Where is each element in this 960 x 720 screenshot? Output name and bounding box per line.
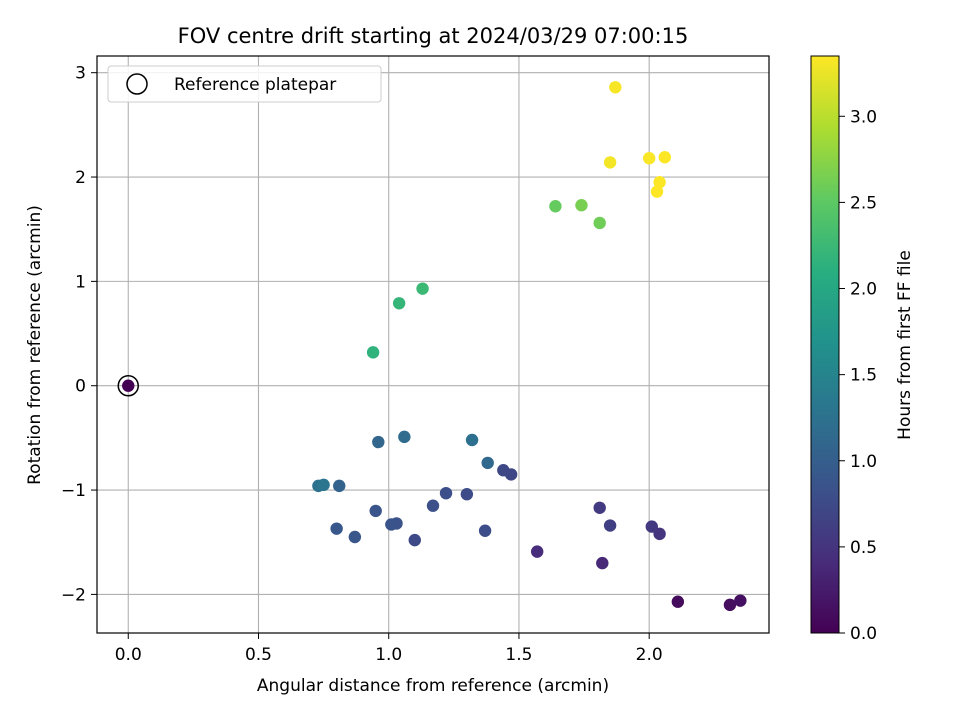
- legend: Reference platepar: [107, 65, 382, 103]
- x-tick-label: 0.5: [245, 645, 272, 665]
- data-point: [122, 379, 135, 392]
- data-point: [609, 81, 622, 94]
- data-point: [333, 479, 346, 493]
- colorbar-tick-label: 2.5: [850, 193, 877, 213]
- y-tick-label: −1: [61, 481, 86, 501]
- data-point: [497, 464, 510, 477]
- data-point: [478, 524, 492, 537]
- colorbar-tick-label: 0.5: [850, 538, 877, 558]
- data-point: [650, 185, 664, 198]
- data-point: [723, 598, 737, 612]
- data-point: [408, 533, 421, 547]
- y-tick-label: 0: [75, 377, 86, 397]
- data-point: [369, 504, 382, 518]
- colorbar-tick-label: 1.0: [850, 452, 877, 472]
- data-point: [465, 433, 479, 447]
- data-point: [734, 594, 747, 607]
- points-layer: [122, 81, 747, 612]
- data-point: [593, 216, 606, 230]
- colorbar-label: Hours from first FF file: [895, 250, 915, 440]
- data-point: [645, 520, 658, 533]
- data-point: [416, 282, 429, 295]
- x-axis-label: Angular distance from reference (arcmin): [257, 676, 609, 696]
- colorbar-tick-label: 3.0: [850, 107, 877, 127]
- data-point: [366, 346, 380, 359]
- data-point: [530, 545, 544, 558]
- y-tick-label: 3: [75, 64, 86, 84]
- data-point: [593, 501, 606, 514]
- grid: [97, 56, 769, 633]
- y-tick-label: 2: [75, 168, 86, 188]
- data-point: [549, 200, 562, 213]
- chart-title: FOV centre drift starting at 2024/03/29 …: [178, 24, 689, 48]
- colorbar-tick-label: 2.0: [850, 280, 877, 300]
- data-point: [596, 556, 609, 570]
- y-tick-label: −2: [61, 585, 86, 605]
- data-point: [642, 152, 656, 165]
- y-tick-label: 1: [75, 272, 86, 292]
- data-point: [658, 151, 672, 164]
- colorbar-tick-label: 0.0: [850, 624, 877, 644]
- data-point: [671, 595, 685, 608]
- reference-marker: [117, 374, 140, 397]
- data-point: [653, 527, 666, 541]
- plot-frame: [96, 55, 770, 634]
- data-point: [460, 488, 474, 501]
- colorbar-tick-label: 1.5: [850, 366, 877, 386]
- data-point: [426, 499, 440, 512]
- colorbar-axis: 0.0 0.5 1.0 1.5 2.0 2.5 3.0: [839, 107, 877, 644]
- data-point: [330, 522, 343, 535]
- data-point: [603, 156, 617, 169]
- data-point: [481, 456, 494, 470]
- x-tick-label: 2.0: [636, 645, 663, 665]
- data-point: [317, 478, 330, 492]
- legend-label: Reference platepar: [174, 75, 336, 95]
- colorbar: [810, 55, 840, 634]
- legend-box: [107, 65, 382, 103]
- data-point: [653, 176, 666, 189]
- x-tick-label: 1.0: [375, 645, 402, 665]
- legend-marker-open-circle: [126, 73, 148, 95]
- data-point: [372, 435, 385, 449]
- data-point: [603, 519, 617, 532]
- data-point: [385, 518, 398, 531]
- y-axis: −2 −1 0 1 2 3: [61, 64, 97, 605]
- reference-point: [117, 374, 140, 397]
- x-tick-label: 1.5: [505, 645, 532, 665]
- data-point: [398, 430, 411, 444]
- data-point: [392, 297, 406, 310]
- data-point: [348, 530, 362, 544]
- x-axis: 0.0 0.5 1.0 1.5 2.0: [115, 633, 663, 665]
- y-axis-label: Rotation from reference (arcmin): [25, 205, 45, 485]
- data-point: [575, 199, 588, 212]
- x-tick-label: 0.0: [115, 645, 142, 665]
- data-point: [439, 486, 453, 500]
